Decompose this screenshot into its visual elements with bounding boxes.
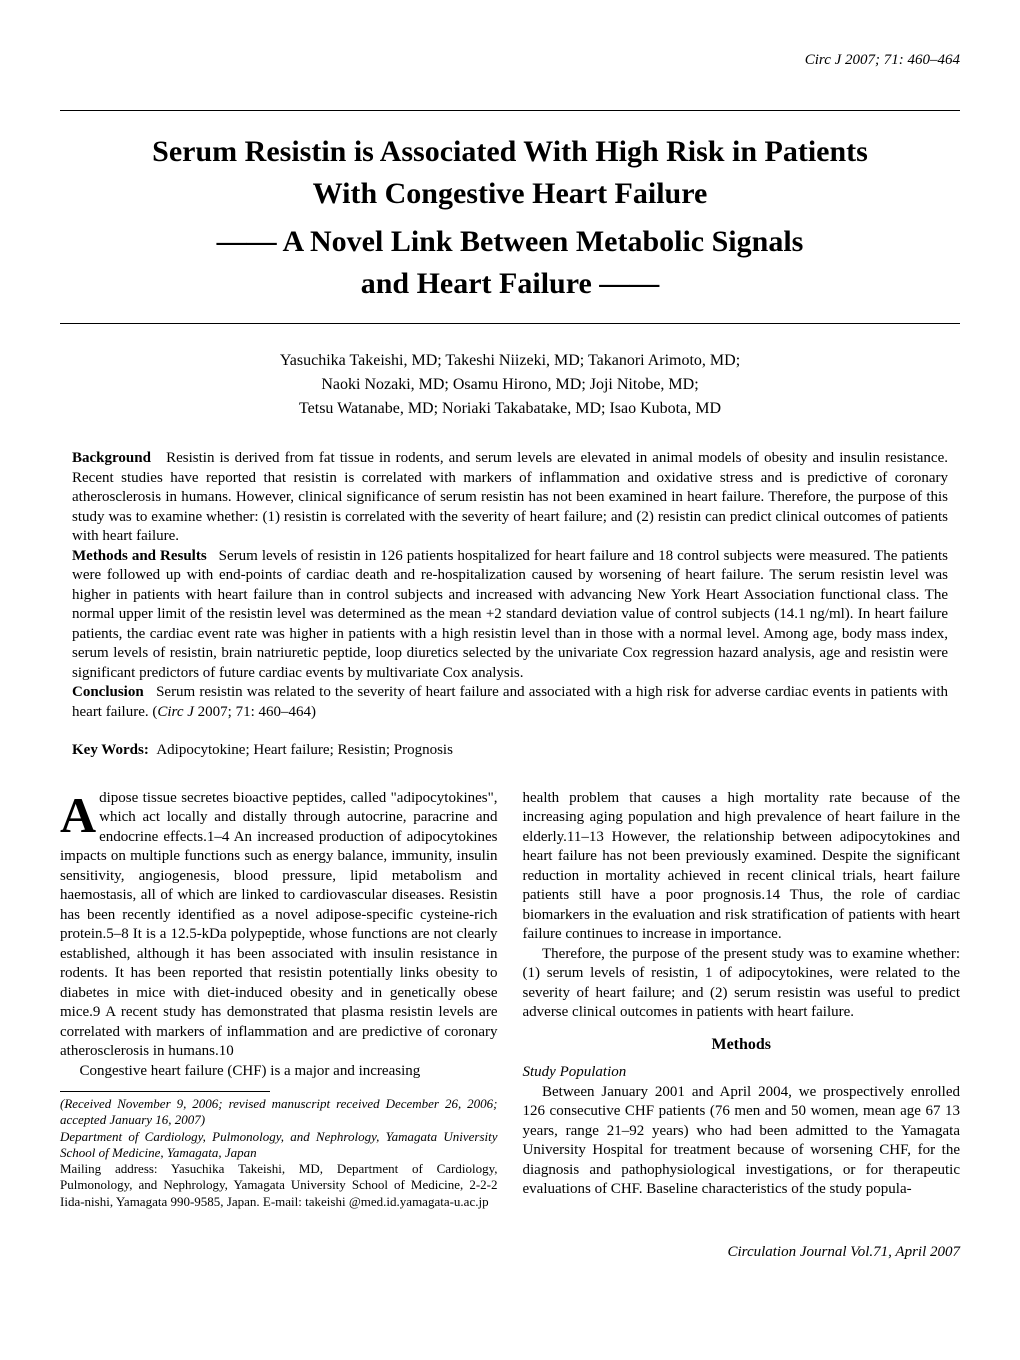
footnote-divider xyxy=(60,1091,270,1092)
page-footer: Circulation Journal Vol.71, April 2007 xyxy=(60,1242,960,1262)
left-column: Adipose tissue secretes bioactive peptid… xyxy=(60,789,498,1210)
dropcap: A xyxy=(60,789,99,838)
body-columns: Adipose tissue secretes bioactive peptid… xyxy=(60,789,960,1210)
keywords-label: Key Words: xyxy=(72,742,149,758)
study-population-heading: Study Population xyxy=(523,1063,961,1083)
footnote-mailing: Mailing address: Yasuchika Takeishi, MD,… xyxy=(60,1161,498,1210)
title-block: Serum Resistin is Associated With High R… xyxy=(60,110,960,324)
authors-block: Yasuchika Takeishi, MD; Takeshi Niizeki,… xyxy=(60,349,960,421)
methods-heading: Methods xyxy=(523,1035,961,1056)
article-subtitle-line1: —— A Novel Link Between Metabolic Signal… xyxy=(60,221,960,263)
body-paragraph: Adipose tissue secretes bioactive peptid… xyxy=(60,789,498,1062)
article-title-line2: With Congestive Heart Failure xyxy=(60,173,960,215)
keywords-block: Key Words: Adipocytokine; Heart failure;… xyxy=(72,740,948,760)
keywords-text: Adipocytokine; Heart failure; Resistin; … xyxy=(156,742,453,758)
abstract-conclusion-tail: 2007; 71: 460–464) xyxy=(194,704,316,720)
article-subtitle-line2: and Heart Failure —— xyxy=(60,263,960,305)
journal-header: Circ J 2007; 71: 460–464 xyxy=(60,50,960,70)
authors-line: Naoki Nozaki, MD; Osamu Hirono, MD; Joji… xyxy=(60,373,960,397)
article-title-line1: Serum Resistin is Associated With High R… xyxy=(60,131,960,173)
abstract-methods-text: Serum levels of resistin in 126 patients… xyxy=(72,548,948,681)
abstract-methods-label: Methods and Results xyxy=(72,548,207,564)
authors-line: Tetsu Watanabe, MD; Noriaki Takabatake, … xyxy=(60,397,960,421)
abstract-background-label: Background xyxy=(72,450,151,466)
abstract-conclusion-label: Conclusion xyxy=(72,684,144,700)
footnote-block: (Received November 9, 2006; revised manu… xyxy=(60,1096,498,1210)
body-paragraph: Between January 2001 and April 2004, we … xyxy=(523,1083,961,1200)
body-paragraph: Therefore, the purpose of the present st… xyxy=(523,945,961,1023)
authors-line: Yasuchika Takeishi, MD; Takeshi Niizeki,… xyxy=(60,349,960,373)
abstract-background-text: Resistin is derived from fat tissue in r… xyxy=(72,450,948,544)
abstract-block: Background Resistin is derived from fat … xyxy=(72,449,948,722)
body-paragraph: Congestive heart failure (CHF) is a majo… xyxy=(60,1062,498,1082)
body-paragraph: health problem that causes a high mortal… xyxy=(523,789,961,945)
right-column: health problem that causes a high mortal… xyxy=(523,789,961,1210)
abstract-cite: Circ J xyxy=(157,704,194,720)
footnote-received: (Received November 9, 2006; revised manu… xyxy=(60,1096,498,1129)
body-text: dipose tissue secretes bioactive peptide… xyxy=(60,790,498,1060)
footnote-dept: Department of Cardiology, Pulmonology, a… xyxy=(60,1129,498,1162)
